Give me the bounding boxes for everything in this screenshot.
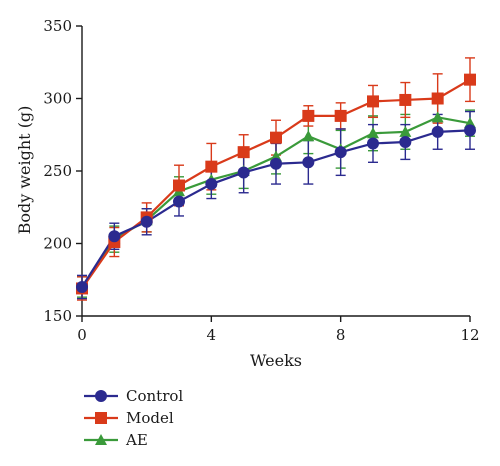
control-data-point	[140, 215, 153, 228]
control-data-point	[399, 136, 412, 148]
y-tick-label: 350	[43, 17, 72, 35]
x-axis-label: Weeks	[250, 351, 302, 370]
control-data-point	[205, 178, 218, 191]
ae-data-point	[399, 125, 412, 137]
model-data-point	[464, 73, 476, 86]
control-data-point	[367, 137, 379, 150]
y-tick-label: 300	[43, 90, 72, 108]
x-tick-label: 12	[460, 326, 479, 344]
legend-control-marker	[95, 390, 107, 402]
ae-data-point	[367, 127, 379, 139]
model-data-point	[270, 131, 282, 144]
ae-data-point	[302, 130, 315, 142]
control-data-point	[270, 157, 282, 170]
control-data-point	[76, 281, 88, 293]
model-data-point	[431, 92, 444, 105]
model-data-point	[237, 146, 250, 159]
x-tick-label: 8	[336, 326, 346, 344]
model-data-point	[334, 109, 347, 122]
control-data-point	[464, 124, 476, 137]
y-tick-label: 150	[43, 307, 72, 325]
control-data-point	[237, 166, 250, 179]
axes: 150 200 250 300 350 0 4 8 12	[43, 17, 479, 344]
legend-control-label: Control	[126, 387, 183, 405]
model-data-point	[205, 160, 218, 173]
ae-data-point	[431, 111, 444, 123]
legend-model-marker	[95, 412, 107, 424]
x-tick-label: 0	[77, 326, 87, 344]
legend: Control Model AE	[84, 387, 183, 449]
series-markers	[76, 73, 476, 295]
y-tick-label: 200	[43, 235, 72, 253]
control-data-point	[334, 146, 347, 159]
y-tick-label: 250	[43, 162, 72, 180]
legend-ae-label: AE	[125, 431, 148, 449]
legend-ae-marker	[95, 434, 107, 445]
model-data-point	[173, 179, 185, 192]
model-data-point	[399, 93, 412, 106]
control-data-point	[431, 125, 444, 138]
model-data-point	[302, 109, 315, 122]
y-axis-label: Body weight (g)	[15, 106, 34, 235]
control-data-point	[108, 230, 121, 243]
model-data-point	[367, 95, 379, 108]
control-data-point	[302, 156, 315, 169]
error-bars	[77, 57, 475, 301]
control-data-point	[173, 195, 185, 208]
legend-model-label: Model	[126, 409, 174, 427]
x-tick-label: 4	[207, 326, 217, 344]
